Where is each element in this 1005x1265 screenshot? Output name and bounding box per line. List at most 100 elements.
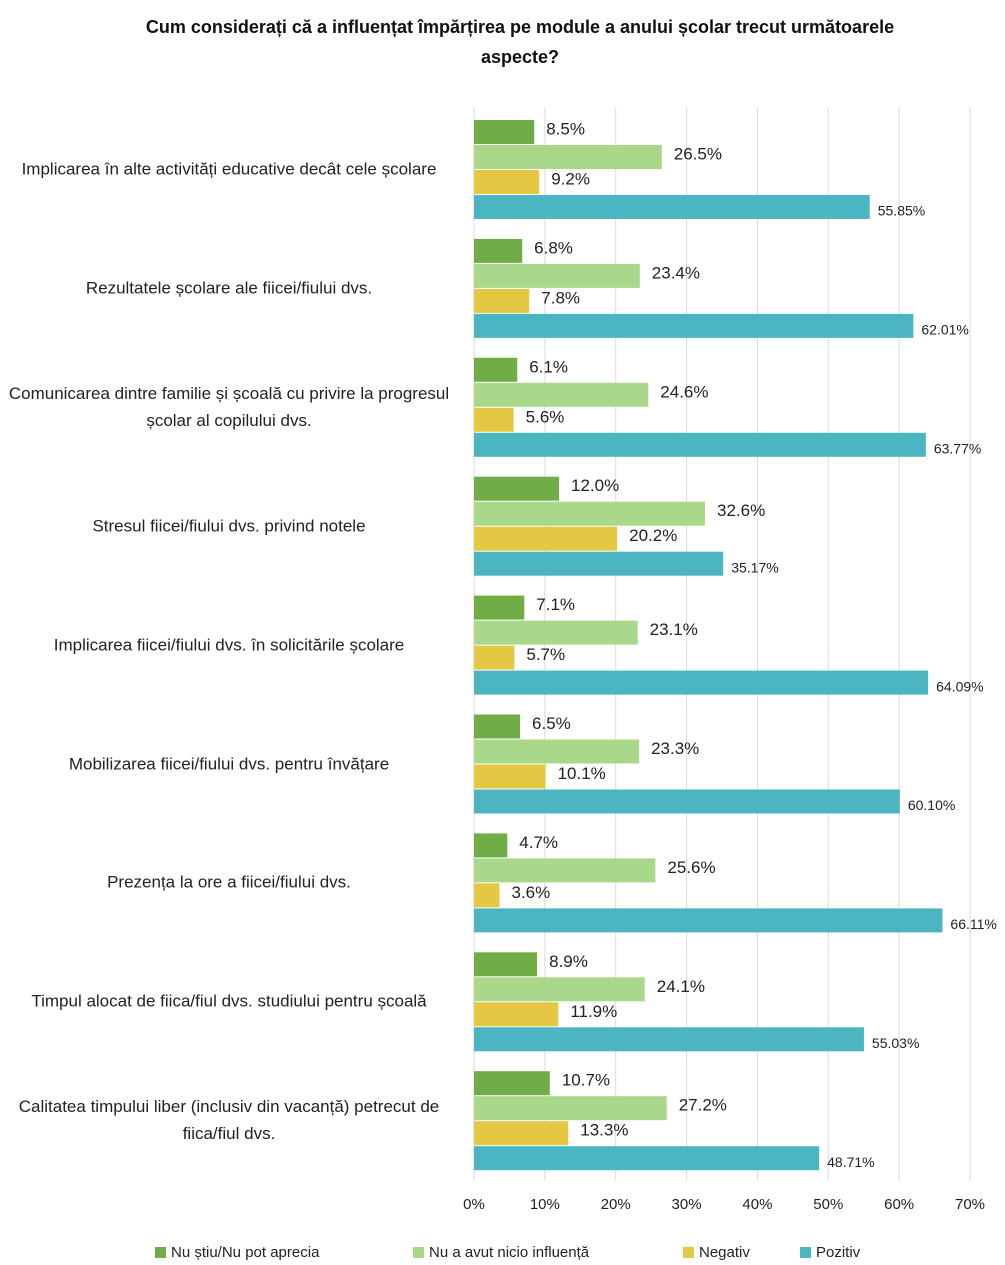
x-tick-label: 30% [672, 1196, 702, 1213]
data-label: 9.2% [551, 169, 590, 188]
data-label: 35.17% [731, 559, 778, 575]
x-tick-label: 50% [813, 1196, 843, 1213]
data-label: 24.6% [660, 382, 708, 401]
bar [474, 1096, 667, 1121]
bar [474, 952, 538, 977]
legend-swatch [800, 1247, 811, 1258]
bar [474, 195, 870, 219]
x-tick-label: 70% [955, 1196, 985, 1213]
bar [474, 170, 540, 194]
category-label: Comunicarea dintre familie și școală cu … [8, 383, 450, 430]
data-label: 66.11% [950, 916, 996, 932]
data-label: 7.8% [541, 288, 580, 307]
bar [474, 833, 508, 858]
bar [474, 476, 560, 501]
data-label: 25.6% [667, 858, 715, 877]
bar [474, 120, 535, 144]
category-label: Prezența la ore a fiicei/fiului dvs. [107, 872, 351, 892]
data-label: 4.7% [519, 833, 558, 852]
bar [474, 977, 645, 1002]
data-label: 23.1% [650, 620, 698, 639]
bar [474, 238, 523, 263]
data-label: 55.03% [872, 1035, 919, 1051]
data-label: 10.1% [558, 764, 606, 783]
bar [474, 1146, 820, 1171]
bar [474, 1002, 559, 1027]
data-label: 23.3% [651, 739, 699, 758]
bar [474, 432, 926, 457]
legend-swatch [155, 1247, 166, 1258]
category-label: Calitatea timpului liber (inclusiv din v… [18, 1097, 440, 1144]
bar [474, 1027, 864, 1052]
x-tick-label: 0% [463, 1196, 485, 1213]
data-label: 32.6% [717, 501, 765, 520]
data-label: 62.01% [921, 322, 968, 338]
x-tick-label: 10% [530, 1196, 560, 1213]
bar [474, 357, 518, 382]
data-label: 12.0% [571, 476, 619, 495]
bar [474, 501, 705, 526]
data-label: 26.5% [674, 144, 722, 163]
chart-title: Cum considerați că a influențat împărțir… [145, 17, 895, 67]
data-label: 8.5% [546, 119, 585, 138]
legend-label: Nu a avut nicio influență [429, 1244, 590, 1261]
data-label: 5.7% [526, 645, 565, 664]
category-label: Implicarea fiicei/fiului dvs. în solicit… [53, 635, 405, 655]
bar [474, 645, 515, 670]
data-label: 6.8% [534, 238, 573, 257]
legend-swatch [683, 1247, 694, 1258]
bar [474, 908, 943, 933]
bar [474, 382, 649, 407]
data-label: 63.77% [934, 441, 981, 457]
bar [474, 620, 638, 645]
legend-label: Pozitiv [816, 1244, 861, 1261]
data-label: 5.6% [526, 407, 565, 426]
category-label: Rezultatele școlare ale fiicei/fiului dv… [85, 278, 373, 298]
category-label: Timpul alocat de fiica/fiul dvs. studiul… [31, 991, 427, 1011]
data-label: 64.09% [936, 678, 983, 694]
data-label: 20.2% [629, 526, 677, 545]
bar [474, 883, 500, 908]
category-label: Implicarea în alte activități educative … [21, 159, 437, 179]
bar [474, 1121, 569, 1146]
data-label: 8.9% [549, 952, 588, 971]
data-label: 10.7% [562, 1071, 610, 1090]
bar [474, 313, 914, 338]
legend-label: Nu știu/Nu pot aprecia [171, 1244, 320, 1261]
data-label: 13.3% [580, 1121, 628, 1140]
x-tick-label: 60% [884, 1196, 914, 1213]
bar [474, 714, 521, 739]
data-label: 23.4% [652, 263, 700, 282]
bar [474, 789, 900, 814]
bar [474, 526, 618, 551]
bar [474, 263, 640, 288]
bar [474, 739, 640, 764]
data-label: 60.10% [908, 797, 955, 813]
bar [474, 145, 662, 169]
data-label: 11.9% [570, 1002, 617, 1021]
legend-swatch [413, 1247, 424, 1258]
bar [474, 407, 514, 432]
data-label: 6.1% [529, 357, 568, 376]
bar [474, 858, 656, 883]
data-label: 48.71% [827, 1154, 874, 1170]
x-tick-label: 40% [742, 1196, 772, 1213]
legend-label: Negativ [699, 1244, 750, 1261]
data-label: 3.6% [512, 883, 551, 902]
bar [474, 670, 929, 695]
x-tick-label: 20% [601, 1196, 631, 1213]
data-label: 24.1% [657, 977, 705, 996]
bar [474, 288, 530, 313]
bar [474, 595, 525, 620]
bar [474, 551, 724, 576]
data-label: 55.85% [878, 203, 925, 219]
data-label: 7.1% [536, 595, 575, 614]
category-label: Mobilizarea fiicei/fiului dvs. pentru în… [68, 754, 390, 773]
data-label: 6.5% [532, 714, 571, 733]
bar [474, 764, 546, 789]
data-label: 27.2% [679, 1096, 727, 1115]
category-label: Stresul fiicei/fiului dvs. privind notel… [92, 516, 366, 536]
bar [474, 1071, 550, 1096]
